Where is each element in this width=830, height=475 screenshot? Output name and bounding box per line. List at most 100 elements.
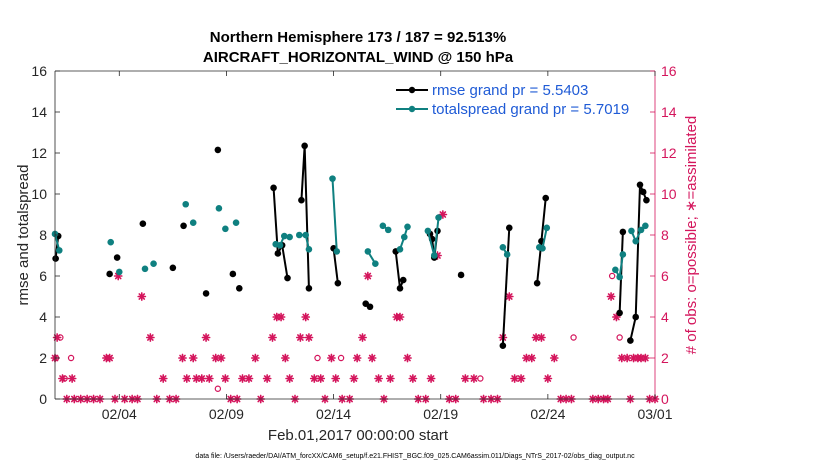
obs-assimilated-point [211,353,221,363]
totalspread-point [616,273,623,281]
obs-star-stroke [462,375,469,382]
rmse-point [229,270,237,278]
obs-assimilated-point [244,374,254,383]
obs-star-stroke [269,334,276,341]
rmse-line-segment [501,227,511,346]
legend-spread-marker [408,105,416,113]
rmse-point [542,194,550,202]
totalspread-point [642,222,649,230]
rmse-point [334,279,342,287]
totalspread-point [333,248,341,255]
y-left-tick-label: 12 [31,145,47,161]
rmse-line-segment [332,248,339,284]
totalspread-point [280,232,288,240]
obs-assimilated-point [408,374,418,383]
obs-assimilated-point [280,353,290,363]
data-file-footer: data file: /Users/raeder/DAI/ATM_forcXX/… [195,453,635,460]
obs-assimilated-point [549,353,559,363]
rmse-point [52,255,59,262]
obs-assimilated-point [301,312,311,322]
rmse-point [396,285,404,292]
obs-assimilated-point [640,353,650,363]
rmse-point [399,276,407,284]
obs-star-stroke [517,375,525,382]
obs-possible-point [570,334,577,341]
obs-assimilated-point [352,353,362,363]
obs-star-stroke [205,375,213,382]
obs-assimilated-point [262,374,272,383]
obs-star-stroke [198,375,206,382]
obs-star-stroke [350,375,358,382]
obs-assimilated-point [309,374,319,383]
plot-area [55,71,655,399]
x-tick-label: 02/24 [530,406,565,422]
totalspread-point [612,266,619,274]
obs-assimilated-point [197,374,207,383]
y-right-tick-label: 16 [661,63,677,79]
totalspread-point [364,248,372,255]
obs-assimilated-point [178,353,187,363]
rmse-point [214,146,222,154]
obs-assimilated-point [522,353,531,363]
obs-assimilated-point [58,374,67,383]
totalspread-point [107,238,115,246]
obs-star-stroke [328,354,335,362]
rmse-point [639,188,647,196]
obs-assimilated-point [438,210,448,219]
obs-star-stroke [396,313,404,321]
totalspread-point [302,231,310,239]
obs-assimilated-point [349,374,359,383]
obs-star-stroke [404,354,411,362]
totalspread-point [539,245,546,252]
rmse-point [270,184,277,192]
rmse-point [643,196,650,204]
totalspread-point [55,247,63,254]
rmse-point [235,285,243,292]
obs-assimilated-point [606,292,616,301]
obs-assimilated-point [316,374,326,383]
obs-possible-point [608,272,616,280]
obs-assimilated-point [367,353,377,363]
rmse-point [457,271,465,279]
y-right-tick-label: 0 [661,391,669,407]
totalspread-point [215,205,223,212]
rmse-line-segment [272,187,289,279]
rmse-point [619,228,627,236]
obs-assimilated-point [460,374,470,383]
totalspread-point [276,241,284,249]
totalspread-point [619,251,627,258]
rmse-point [366,303,374,311]
obs-star-stroke [310,375,318,382]
x-tick-label: 02/14 [316,406,351,422]
obs-assimilated-point [426,374,436,383]
obs-star-stroke [59,375,66,382]
y-left-tick-label: 6 [39,268,47,284]
obs-star-stroke [159,375,167,382]
obs-star-stroke [317,375,325,382]
obs-assimilated-point [543,374,553,383]
y-right-tick-label: 12 [661,145,677,161]
obs-star-stroke [245,375,253,382]
totalspread-point [628,227,635,235]
obs-star-stroke [618,354,626,362]
obs-assimilated-point [537,333,546,342]
x-tick-label: 02/04 [102,406,137,422]
obs-star-stroke [189,354,197,362]
y-left-tick-label: 4 [39,309,47,325]
totalspread-point [400,233,408,241]
totalspread-point [499,244,507,251]
y-left-tick-label: 0 [39,391,47,407]
rmse-point [632,313,640,321]
y-axis-left-label: rmse and totalspread [15,165,32,306]
totalspread-point [115,268,123,276]
obs-assimilated-point [469,374,479,383]
obs-possible-point [337,354,345,362]
obs-star-stroke [305,334,313,341]
obs-star-stroke [252,354,259,362]
obs-possible-point [214,385,222,392]
y-left-tick-label: 14 [31,104,47,120]
obs-assimilated-point [374,374,383,383]
obs-star-stroke [147,334,154,341]
